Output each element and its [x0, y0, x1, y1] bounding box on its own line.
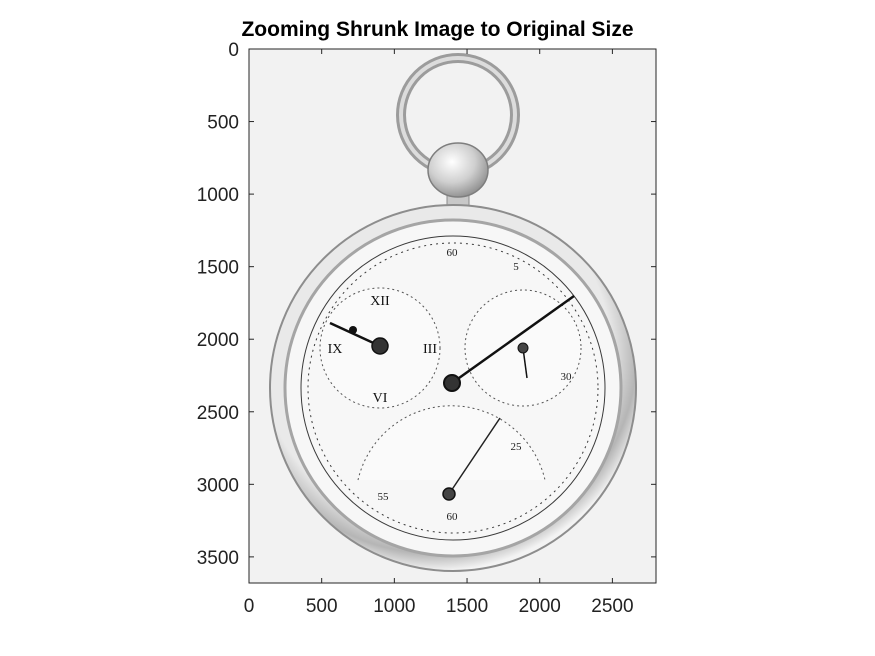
dial-label: 60 — [447, 511, 459, 523]
watch-image: XII III VI IX 60 5 30 55 25 60 — [249, 49, 656, 583]
y-tick-label: 1000 — [197, 185, 239, 206]
seconds-subdial — [464, 289, 582, 407]
axes-frame — [248, 48, 657, 584]
dial-label: 5 — [513, 261, 519, 273]
svg-text:XII: XII — [370, 294, 390, 309]
figure-title: Zooming Shrunk Image to Original Size — [241, 18, 634, 41]
x-tick-label: 0 — [244, 596, 255, 617]
svg-text:III: III — [423, 342, 437, 357]
svg-text:IX: IX — [328, 342, 343, 357]
y-tick-label: 1500 — [197, 258, 239, 279]
dial-label: 60 — [447, 247, 459, 259]
x-tick-label: 500 — [306, 596, 338, 617]
y-tick-label: 3000 — [197, 475, 239, 496]
x-tick-label: 1000 — [373, 596, 415, 617]
y-axis: 0 500 1000 1500 2000 2500 3000 3500 — [197, 40, 656, 569]
dial-label: 25 — [511, 441, 523, 453]
hour-subdial: XII III VI IX — [319, 287, 441, 409]
y-tick-label: 0 — [228, 40, 239, 61]
svg-text:VI: VI — [373, 391, 388, 406]
dial-label: 55 — [378, 491, 390, 503]
y-tick-label: 2500 — [197, 403, 239, 424]
x-tick-label: 2000 — [519, 596, 561, 617]
x-axis: 0 500 1000 1500 2000 2500 — [244, 49, 634, 617]
y-tick-label: 2000 — [197, 330, 239, 351]
x-tick-label: 2500 — [591, 596, 633, 617]
y-tick-label: 500 — [207, 113, 239, 134]
x-tick-label: 1500 — [446, 596, 488, 617]
bottom-subdial — [357, 405, 546, 501]
y-tick-label: 3500 — [197, 548, 239, 569]
dial-label: 30 — [561, 371, 573, 383]
